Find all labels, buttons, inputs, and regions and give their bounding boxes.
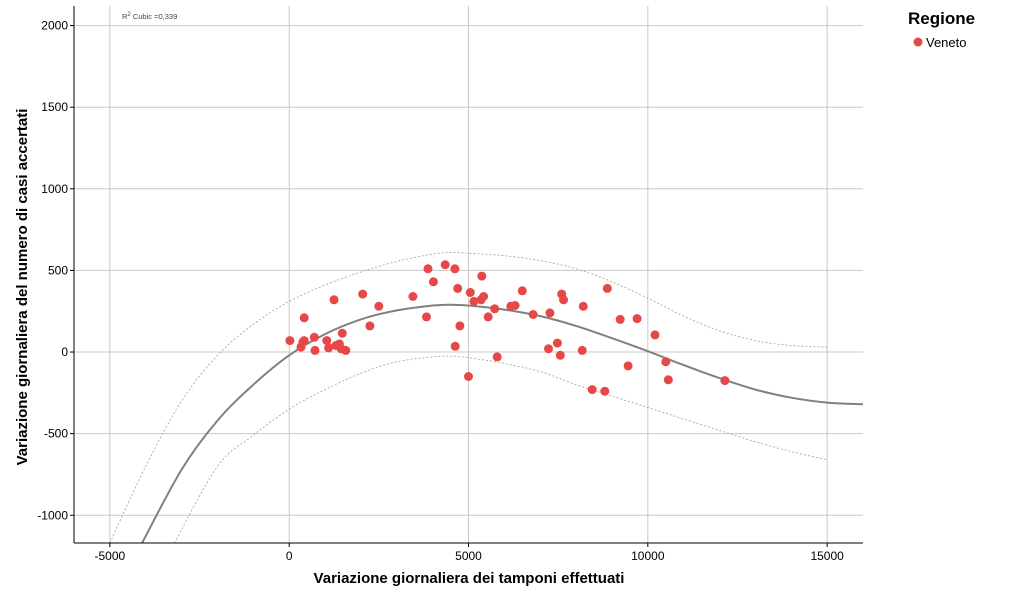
data-point bbox=[440, 260, 450, 270]
data-point bbox=[464, 372, 473, 381]
data-points bbox=[285, 260, 730, 396]
data-point bbox=[465, 288, 475, 297]
data-point bbox=[623, 361, 633, 371]
data-point bbox=[479, 292, 489, 301]
data-point bbox=[650, 330, 660, 340]
y-tick-label: 1000 bbox=[41, 182, 68, 196]
fit-line-group bbox=[141, 303, 863, 543]
fit-line bbox=[141, 303, 863, 543]
x-tick-label: 15000 bbox=[810, 549, 844, 563]
data-point bbox=[517, 286, 527, 296]
data-point bbox=[559, 295, 568, 305]
confidence-bands bbox=[109, 252, 828, 543]
ci-lower-line bbox=[174, 355, 828, 543]
data-point bbox=[600, 386, 610, 396]
data-point bbox=[285, 336, 295, 346]
data-point bbox=[358, 289, 368, 299]
data-point bbox=[602, 283, 612, 293]
data-point bbox=[552, 338, 562, 348]
data-point bbox=[324, 343, 334, 353]
y-tick-label: 0 bbox=[61, 345, 68, 359]
data-point bbox=[663, 375, 673, 385]
data-point bbox=[510, 301, 520, 310]
data-point bbox=[492, 352, 502, 362]
r2-superscript: 2 bbox=[127, 12, 131, 18]
data-point bbox=[299, 313, 309, 323]
y-tick-label: 2000 bbox=[41, 19, 68, 33]
y-tick-label: 1500 bbox=[41, 100, 68, 114]
data-point bbox=[408, 292, 418, 301]
data-point bbox=[615, 314, 625, 324]
data-point bbox=[578, 301, 588, 311]
data-point bbox=[587, 385, 597, 395]
data-point bbox=[322, 336, 332, 346]
data-point bbox=[337, 328, 347, 338]
data-point bbox=[365, 321, 375, 331]
data-point bbox=[450, 264, 460, 274]
x-tick-label: -5000 bbox=[95, 549, 126, 563]
data-point bbox=[544, 344, 553, 354]
data-point bbox=[428, 277, 438, 287]
y-tick-label: -1000 bbox=[37, 508, 68, 522]
data-point bbox=[341, 345, 351, 355]
legend: Regione Veneto bbox=[908, 9, 975, 50]
data-point bbox=[450, 341, 460, 351]
data-point bbox=[299, 336, 309, 346]
legend-marker-veneto bbox=[913, 37, 923, 47]
x-axis-title: Variazione giornaliera dei tamponi effet… bbox=[314, 570, 625, 587]
data-point bbox=[490, 304, 500, 314]
data-point bbox=[423, 264, 433, 274]
data-point bbox=[555, 350, 565, 360]
r2-annotation: R2 Cubic =0,339 bbox=[122, 12, 177, 21]
x-tick-label: 10000 bbox=[631, 549, 665, 563]
data-point bbox=[309, 332, 319, 342]
legend-entry-veneto: Veneto bbox=[926, 35, 967, 50]
y-tick-label: 500 bbox=[48, 263, 68, 277]
data-point bbox=[545, 308, 555, 318]
x-tick-label: 5000 bbox=[455, 549, 482, 563]
y-axis-title: Variazione giornaliera del numero di cas… bbox=[14, 109, 31, 466]
data-point bbox=[453, 283, 463, 293]
data-point bbox=[477, 271, 487, 281]
data-point bbox=[329, 295, 339, 305]
data-point bbox=[469, 296, 479, 306]
x-tick-label: 0 bbox=[286, 549, 293, 563]
data-point bbox=[310, 345, 320, 355]
data-point bbox=[632, 314, 642, 324]
data-point bbox=[661, 357, 671, 367]
data-point bbox=[374, 301, 384, 311]
axes: -5000 0 5000 10000 15000-1000-50005001000150… bbox=[37, 6, 863, 563]
data-point bbox=[577, 345, 587, 355]
grid bbox=[74, 6, 863, 543]
data-point bbox=[422, 312, 431, 322]
ci-upper-line bbox=[109, 252, 828, 543]
data-point bbox=[455, 321, 465, 331]
y-tick-label: -500 bbox=[44, 427, 68, 441]
legend-title: Regione bbox=[908, 9, 975, 28]
data-point bbox=[483, 312, 493, 322]
data-point bbox=[720, 376, 730, 386]
data-point bbox=[528, 310, 538, 319]
